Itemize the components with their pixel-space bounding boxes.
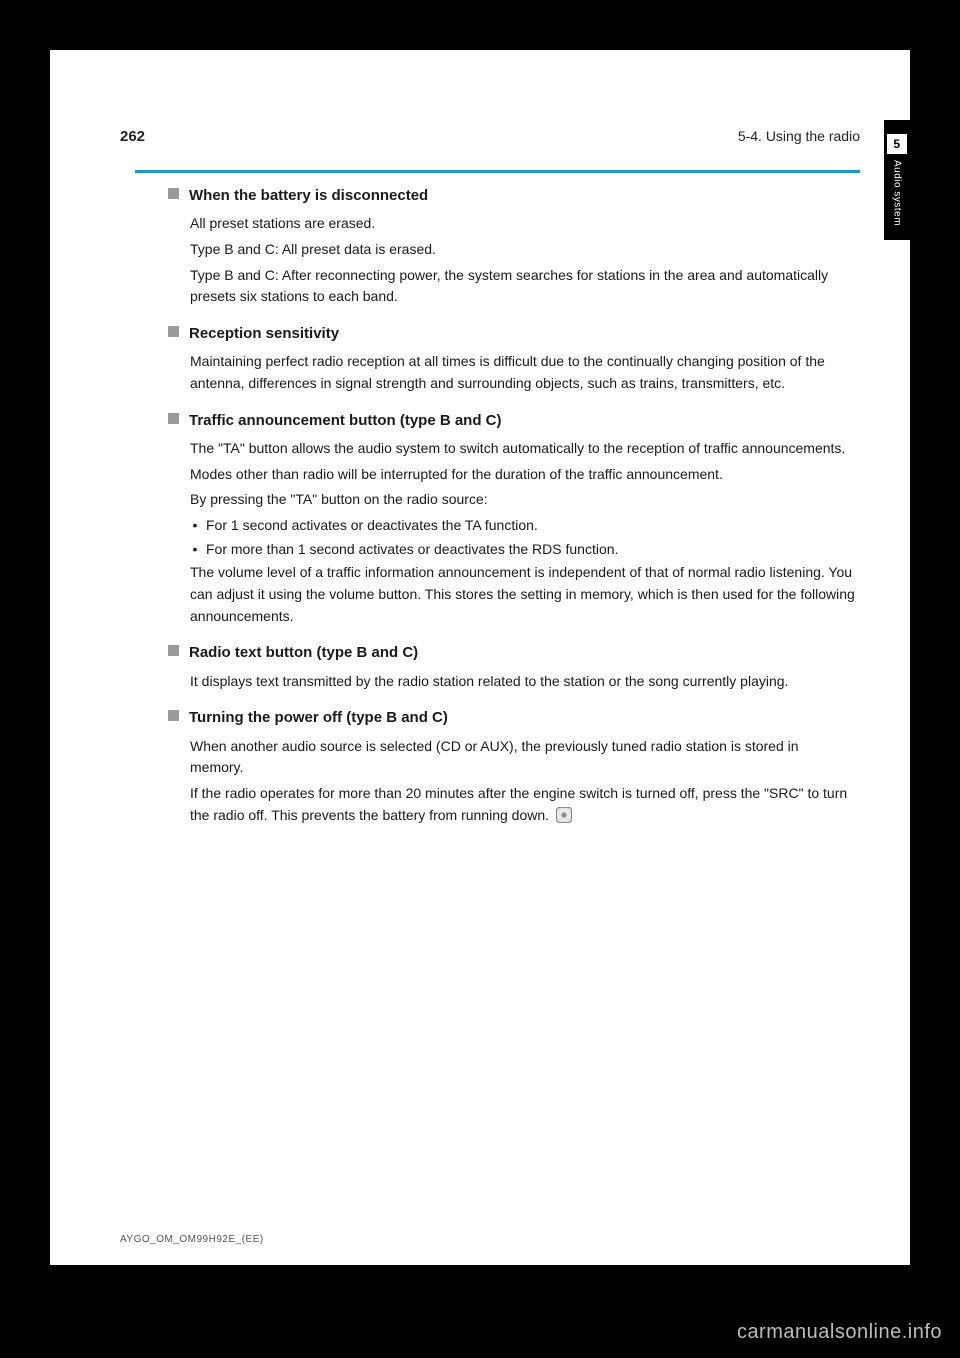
section-traffic: Traffic announcement button (type B and … (190, 409, 855, 628)
section-battery: When the battery is disconnected All pre… (190, 184, 855, 308)
header-rule (135, 170, 860, 173)
section-heading: Reception sensitivity (190, 322, 855, 345)
square-bullet-icon (168, 710, 179, 721)
heading-text: Radio text button (type B and C) (189, 641, 418, 664)
body-text: Type B and C: After reconnecting power, … (190, 265, 855, 308)
page-header: 262 5-4. Using the radio (120, 128, 860, 145)
heading-text: Turning the power off (type B and C) (189, 706, 448, 729)
section-poweroff: Turning the power off (type B and C) Whe… (190, 706, 855, 826)
doc-code: AYGO_OM_OM99H92E_(EE) (120, 1234, 264, 1245)
bullet-text: For 1 second activates or deactivates th… (206, 515, 538, 537)
body-text: Maintaining perfect radio reception at a… (190, 351, 855, 394)
section-radiotext: Radio text button (type B and C) It disp… (190, 641, 855, 692)
square-bullet-icon (168, 326, 179, 337)
page-number: 262 (120, 128, 145, 145)
square-bullet-icon (168, 188, 179, 199)
body-text: When another audio source is selected (C… (190, 736, 855, 779)
chapter-label: Audio system (892, 160, 903, 226)
square-bullet-icon (168, 413, 179, 424)
section-heading: Radio text button (type B and C) (190, 641, 855, 664)
body-text: All preset stations are erased. (190, 213, 855, 235)
section-heading: Traffic announcement button (type B and … (190, 409, 855, 432)
power-knob-icon (556, 807, 572, 823)
heading-text: When the battery is disconnected (189, 184, 428, 207)
body-text: The "TA" button allows the audio system … (190, 438, 855, 460)
section-heading: Turning the power off (type B and C) (190, 706, 855, 729)
section-reception: Reception sensitivity Maintaining perfec… (190, 322, 855, 395)
bullet-dot-icon: • (192, 515, 198, 537)
chapter-tab: 5 Audio system (884, 120, 910, 240)
body-text: Modes other than radio will be interrupt… (190, 464, 855, 486)
bullet-list: • For 1 second activates or deactivates … (192, 515, 855, 560)
bullet-dot-icon: • (192, 539, 198, 561)
page-content: When the battery is disconnected All pre… (190, 184, 855, 1225)
bullet-item: • For more than 1 second activates or de… (192, 539, 855, 561)
body-text: It displays text transmitted by the radi… (190, 671, 855, 693)
watermark: carmanualsonline.info (737, 1321, 942, 1344)
heading-text: Reception sensitivity (189, 322, 339, 345)
manual-page: 262 5-4. Using the radio 5 Audio system … (50, 50, 910, 1265)
chapter-number: 5 (887, 134, 907, 154)
section-heading: When the battery is disconnected (190, 184, 855, 207)
body-text: The volume level of a traffic informatio… (190, 562, 855, 627)
body-text-with-icon: If the radio operates for more than 20 m… (190, 783, 855, 826)
square-bullet-icon (168, 645, 179, 656)
body-text: By pressing the "TA" button on the radio… (190, 489, 855, 511)
bullet-item: • For 1 second activates or deactivates … (192, 515, 855, 537)
heading-text: Traffic announcement button (type B and … (189, 409, 502, 432)
body-text: If the radio operates for more than 20 m… (190, 785, 847, 823)
breadcrumb: 5-4. Using the radio (738, 128, 860, 144)
body-text: Type B and C: All preset data is erased. (190, 239, 855, 261)
bullet-text: For more than 1 second activates or deac… (206, 539, 618, 561)
